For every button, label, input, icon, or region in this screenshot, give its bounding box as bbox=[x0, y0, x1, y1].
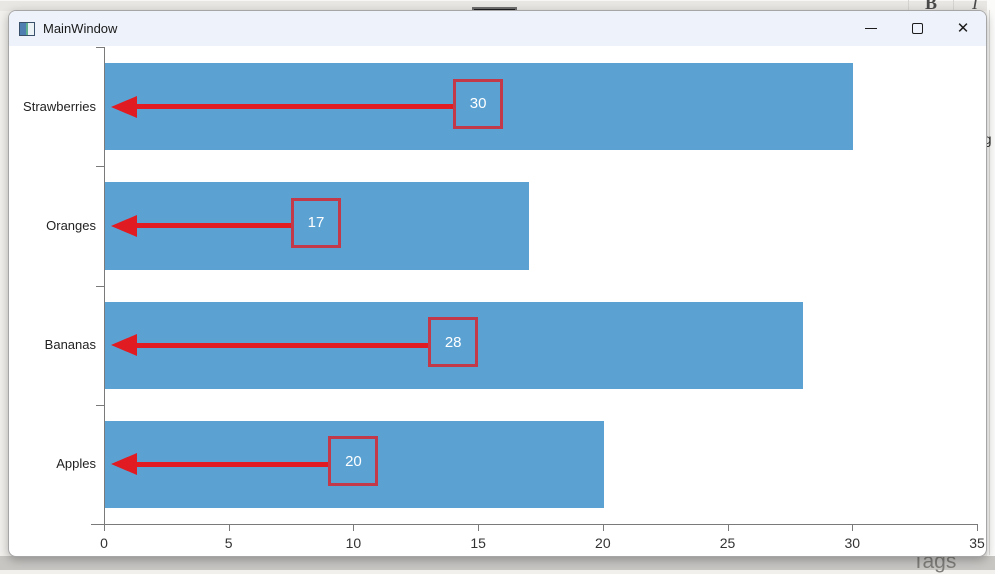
window-title: MainWindow bbox=[43, 21, 118, 36]
x-axis-tick bbox=[228, 524, 230, 531]
minimize-icon bbox=[865, 27, 877, 30]
close-button[interactable]: ✕ bbox=[940, 11, 986, 46]
background-window-edge bbox=[989, 10, 990, 555]
x-axis-tick bbox=[852, 524, 854, 531]
x-tick-label-10: 10 bbox=[345, 535, 362, 551]
annotation-value-box-oranges: 17 bbox=[291, 197, 341, 248]
background-toolbar-separator bbox=[908, 0, 909, 11]
x-tick-label-5: 5 bbox=[224, 535, 233, 551]
maximize-icon bbox=[911, 23, 923, 34]
bold-icon[interactable]: B bbox=[925, 0, 938, 13]
main-window: MainWindow ✕ Strawberries 30 Oranges 17 Bana… bbox=[8, 10, 987, 557]
maximize-button[interactable] bbox=[894, 11, 940, 46]
y-axis-tick bbox=[96, 47, 104, 48]
x-tick-label-20: 20 bbox=[595, 535, 611, 551]
plot-area: Strawberries 30 Oranges 17 Bananas 28 Apples 20… bbox=[9, 11, 986, 556]
x-axis-tick bbox=[478, 524, 480, 531]
category-label-bananas: Bananas bbox=[44, 337, 96, 353]
minimize-button[interactable] bbox=[848, 11, 894, 46]
y-axis-tick bbox=[96, 166, 104, 168]
x-axis-tick bbox=[727, 524, 729, 531]
y-axis-tick bbox=[96, 285, 104, 287]
y-axis-line bbox=[104, 47, 105, 531]
annotation-arrow-line-bananas bbox=[135, 342, 429, 348]
category-label-apples: Apples bbox=[56, 456, 96, 472]
annotation-arrow-line-strawberries bbox=[135, 104, 454, 110]
window-controls: ✕ bbox=[848, 11, 986, 46]
annotation-arrow-line-oranges bbox=[135, 223, 291, 229]
background-bottom-strip bbox=[0, 556, 995, 570]
y-axis-tick bbox=[96, 404, 104, 406]
annotation-value-box-apples: 20 bbox=[328, 436, 379, 487]
x-tick-label-30: 30 bbox=[844, 535, 861, 551]
app-icon bbox=[19, 21, 35, 36]
title-bar[interactable]: MainWindow ✕ bbox=[9, 11, 986, 46]
x-tick-label-15: 15 bbox=[470, 535, 486, 551]
category-label-strawberries: Strawberries bbox=[23, 98, 96, 114]
x-axis-tick bbox=[353, 524, 355, 531]
background-right-strip bbox=[987, 0, 995, 570]
close-icon: ✕ bbox=[956, 20, 970, 37]
x-axis-line bbox=[91, 524, 977, 525]
x-tick-label-35: 35 bbox=[969, 535, 985, 551]
italic-icon[interactable]: I bbox=[972, 0, 978, 13]
x-tick-label-25: 25 bbox=[719, 535, 736, 551]
x-axis-tick bbox=[104, 524, 105, 531]
background-toolbar-separator bbox=[953, 0, 954, 11]
x-axis-tick bbox=[602, 524, 604, 531]
background-top-strip bbox=[0, 0, 995, 11]
annotation-value-box-strawberries: 30 bbox=[453, 78, 504, 129]
category-label-oranges: Oranges bbox=[46, 217, 96, 233]
annotation-arrow-head-oranges bbox=[111, 214, 137, 237]
annotation-value-box-bananas: 28 bbox=[428, 317, 479, 368]
x-axis-tick bbox=[977, 524, 978, 531]
x-tick-label-0: 0 bbox=[100, 535, 108, 551]
annotation-arrow-head-apples bbox=[111, 453, 137, 476]
annotation-arrow-head-strawberries bbox=[111, 95, 137, 118]
annotation-arrow-line-apples bbox=[135, 461, 329, 467]
annotation-arrow-head-bananas bbox=[111, 334, 137, 357]
